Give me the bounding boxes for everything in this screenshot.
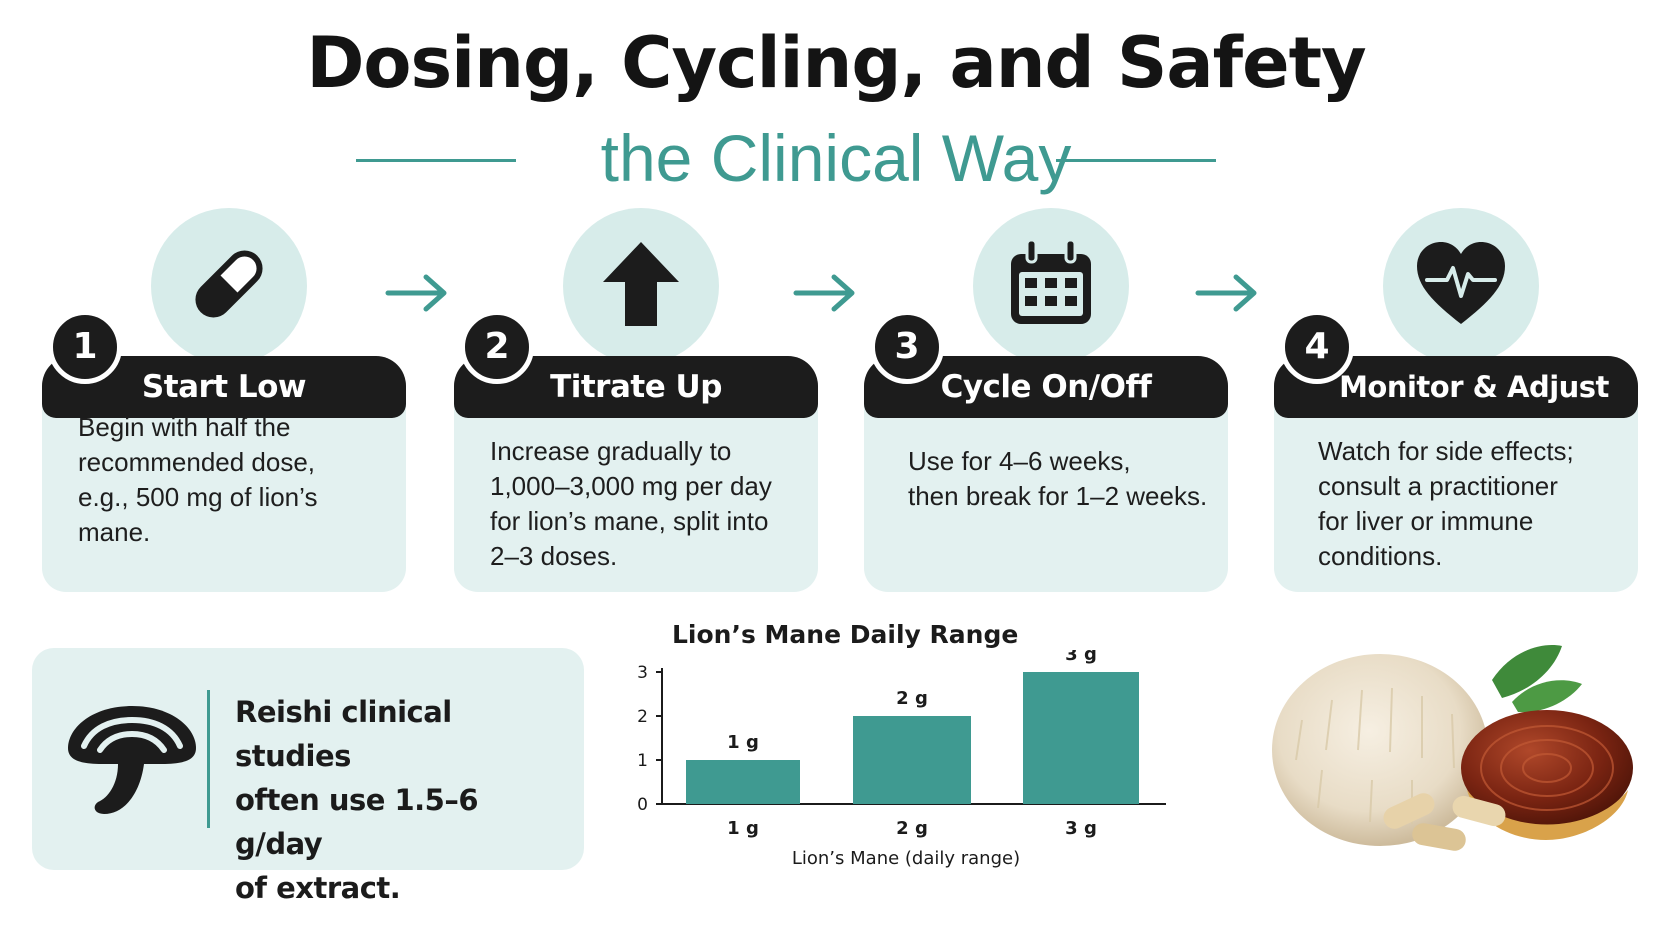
reishi-line: Reishi clinical studies: [235, 695, 452, 773]
step-number-badge: 4: [1280, 310, 1354, 384]
desc-line: e.g., 500 mg of lion’s mane.: [78, 482, 318, 547]
step-description: Use for 4–6 weeks, then break for 1–2 we…: [908, 444, 1224, 514]
reishi-note-text: Reishi clinical studies often use 1.5–6 …: [235, 690, 565, 910]
data-label: 2 g: [896, 688, 928, 709]
desc-line: recommended dose,: [78, 447, 316, 477]
step-cycle-on-off: Cycle On/Off 3 Use for 4–6 weeks, then b…: [864, 208, 1228, 592]
bar: [1023, 672, 1139, 804]
x-tick-label: 3 g: [1065, 818, 1097, 839]
x-tick-label: 1 g: [727, 818, 759, 839]
page-title: Dosing, Cycling, and Safety: [306, 22, 1366, 104]
lions-mane-bar-chart: 0 1 2 3 1 g 1 g 2 g 2 g 3 g 3 g Lion’s Mane (daily…: [637, 650, 1166, 869]
step-number-badge: 3: [870, 310, 944, 384]
desc-line: 1,000–3,000 mg per day: [490, 471, 772, 501]
subtitle-line-right: [1056, 159, 1216, 162]
step-description: Begin with half the recommended dose, e.…: [78, 410, 388, 550]
desc-line: Watch for side effects;: [1318, 436, 1574, 466]
arrow-right-icon: [793, 274, 855, 312]
desc-line: then break for 1–2 weeks.: [908, 481, 1208, 511]
y-tick-label: 0: [637, 795, 648, 815]
step-number-badge: 2: [460, 310, 534, 384]
arrow-right-icon: [1195, 274, 1257, 312]
step-description: Watch for side effects; consult a practi…: [1318, 434, 1634, 574]
desc-line: Begin with half the: [78, 412, 291, 442]
desc-line: conditions.: [1318, 541, 1443, 571]
mushrooms-and-capsules-photo: [1272, 645, 1633, 851]
arrow-right-icon: [385, 274, 447, 312]
x-axis-label: Lion’s Mane (daily range): [792, 848, 1020, 869]
desc-line: Increase gradually to: [490, 436, 732, 466]
reishi-line: of extract.: [235, 871, 401, 905]
step-icon-circle: [563, 208, 719, 364]
step-monitor-adjust: Monitor & Adjust 4 Watch for side effect…: [1274, 208, 1638, 592]
step-number-badge: 1: [48, 310, 122, 384]
arrow-up-icon: [603, 242, 679, 326]
step-icon-circle: [973, 208, 1129, 364]
mushroom-icon: [68, 706, 196, 814]
step-icon-circle: [1383, 208, 1539, 364]
chart-title: Lion’s Mane Daily Range: [672, 620, 1019, 649]
desc-line: consult a practitioner: [1318, 471, 1558, 501]
reishi-divider: [207, 690, 210, 828]
bar: [686, 760, 800, 804]
y-tick-label: 1: [637, 751, 648, 771]
x-tick-label: 2 g: [896, 818, 928, 839]
page-subtitle: the Clinical Way: [600, 121, 1072, 195]
reishi-note-card: Reishi clinical studies often use 1.5–6 …: [32, 648, 584, 905]
calendar-icon: [1011, 238, 1091, 324]
capsule-icon: [195, 250, 263, 318]
data-label: 3 g: [1065, 650, 1097, 665]
subtitle-line-left: [356, 159, 516, 162]
y-tick-label: 2: [637, 707, 648, 727]
step-title: Cycle On/Off: [864, 356, 1228, 418]
heartbeat-icon: [1417, 242, 1505, 324]
step-description: Increase gradually to 1,000–3,000 mg per…: [490, 434, 810, 574]
reishi-line: often use 1.5–6 g/day: [235, 783, 479, 861]
bar: [853, 716, 971, 804]
desc-line: Use for 4–6 weeks,: [908, 446, 1131, 476]
desc-line: for liver or immune: [1318, 506, 1534, 536]
desc-line: 2–3 doses.: [490, 541, 618, 571]
step-icon-circle: [151, 208, 307, 364]
y-tick-label: 3: [637, 663, 648, 683]
step-titrate-up: Titrate Up 2 Increase gradually to 1,000…: [454, 208, 818, 592]
desc-line: for lion’s mane, split into: [490, 506, 769, 536]
data-label: 1 g: [727, 732, 759, 753]
step-start-low: Start Low 1 Begin with half the recommen…: [42, 208, 406, 592]
subtitle-group: the Clinical Way: [0, 118, 1672, 198]
